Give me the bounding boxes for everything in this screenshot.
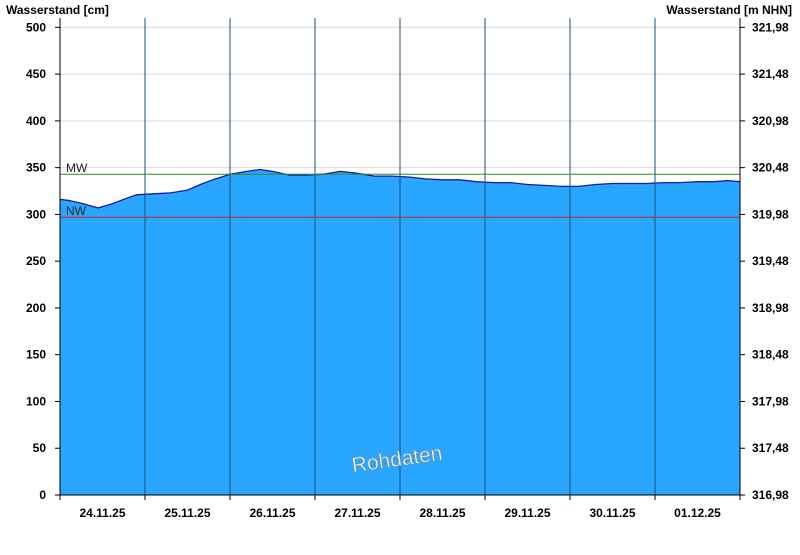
right-tick-label: 317,48 [752,441,789,455]
right-tick-label: 320,98 [752,114,789,128]
right-axis-title: Wasserstand [m NHN] [666,3,792,17]
tick-labels: 0 316,98 50 317,48 100 317,98 150 318,48 200 318,… [26,20,789,520]
x-tick-label: 28.11.25 [419,506,465,520]
right-tick-label: 321,48 [752,67,789,81]
left-tick-label: 0 [39,488,46,502]
right-tick-label: 319,48 [752,254,789,268]
right-tick-label: 316,98 [752,488,789,502]
reference-lines: MW NW [60,161,740,218]
x-tick-label: 24.11.25 [79,506,125,520]
ref-label-mw: MW [66,161,88,175]
left-tick-label: 100 [26,394,46,408]
right-tick-label: 318,98 [752,301,789,315]
left-tick-label: 50 [33,441,47,455]
left-tick-label: 400 [26,114,46,128]
day-divider-lines [144,18,656,495]
left-tick-label: 250 [26,254,46,268]
right-tick-label: 320,48 [752,161,789,175]
x-tick-label: 27.11.25 [334,506,380,520]
axes [55,18,745,500]
left-tick-label: 200 [26,301,46,315]
left-tick-label: 300 [26,207,46,221]
x-tick-label: 25.11.25 [164,506,210,520]
left-tick-label: 500 [26,20,46,34]
right-tick-label: 321,98 [752,20,789,34]
right-tick-label: 318,48 [752,348,789,362]
left-axis-title: Wasserstand [cm] [6,3,109,17]
left-tick-label: 150 [26,348,46,362]
x-tick-label: 01.12.25 [674,506,721,520]
x-tick-label: 30.11.25 [589,506,635,520]
left-tick-label: 450 [26,67,46,81]
left-tick-label: 350 [26,161,46,175]
ref-label-nw: NW [66,204,87,218]
x-tick-label: 29.11.25 [504,506,550,520]
x-tick-label: 26.11.25 [249,506,295,520]
water-level-line [59,168,741,209]
right-tick-label: 317,98 [752,394,789,408]
right-tick-label: 319,98 [752,207,789,221]
